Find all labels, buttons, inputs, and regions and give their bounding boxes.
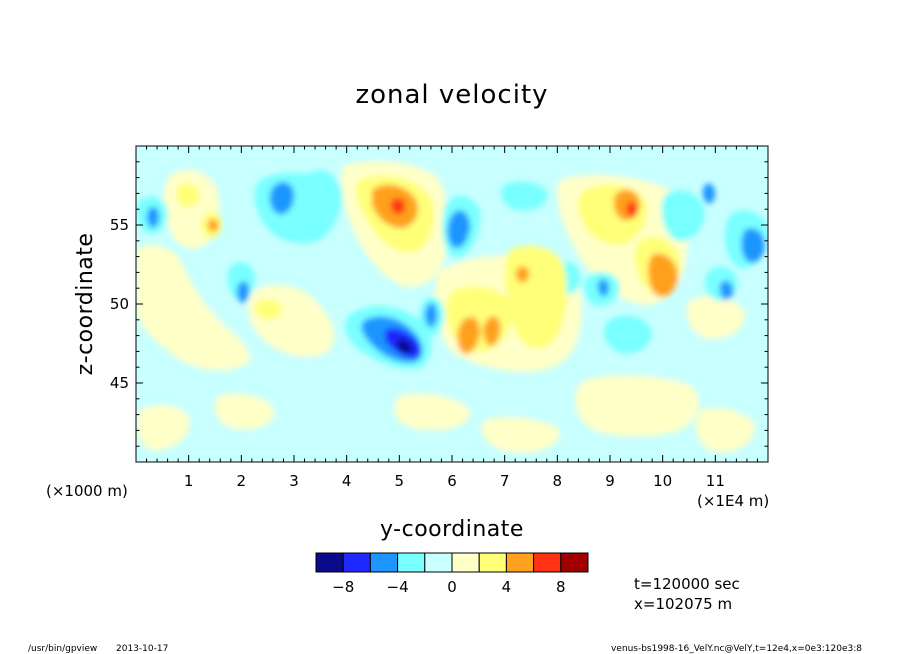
contour-neg-band-5 [661, 190, 705, 241]
colorbar-swatch [533, 552, 562, 573]
contour-neg-mid-8 [702, 183, 716, 204]
y-tick-label: 55 [110, 216, 129, 234]
contour-pos-band-13 [686, 296, 746, 339]
x-ticks: 1 2 3 4 5 6 7 8 9 10 11 [135, 146, 769, 490]
colorbar-swatch [369, 552, 399, 573]
field-shapes [136, 161, 768, 454]
x-tick-label: 1 [184, 472, 194, 490]
contour-neg-mid-10 [146, 206, 160, 228]
colorbar-tick-label: −8 [332, 578, 354, 596]
contour-neg-mid-7 [236, 281, 250, 303]
contour-pos-peak-2 [626, 201, 638, 218]
x-unit-right: (×1E4 m) [697, 492, 769, 510]
x-tick-label: 10 [653, 472, 672, 490]
contour-pos-high-3 [483, 316, 501, 347]
contour-neg-band-14 [306, 170, 336, 193]
contour-neg-mid-1 [269, 182, 295, 215]
footer-source: venus-bs1998-16_VelY.nc@VelY,t=12e4,x=0e… [611, 644, 862, 654]
x-tick-label: 7 [500, 472, 510, 490]
footer-path: /usr/bin/gpview [28, 644, 97, 654]
colorbar-swatch [451, 552, 480, 573]
contour-neg-mid-4 [741, 228, 765, 263]
time-annotation: t=120000 sec [634, 575, 740, 593]
colorbar-labels: −8 −4 0 4 8 [332, 578, 565, 596]
contour-pos-band-11 [214, 393, 275, 430]
contour-neg-mid-5 [719, 280, 734, 300]
x-tick-label: 6 [447, 472, 457, 490]
colorbar-swatch [315, 552, 344, 573]
y-tick-label: 45 [110, 374, 129, 392]
contour-pos-high-7 [515, 266, 530, 283]
colorbar [315, 552, 589, 573]
contour-pos-mid-6 [176, 183, 200, 208]
y-axis-label: z-coordinate [73, 233, 98, 376]
contour-neg-mid-3 [447, 210, 470, 248]
x-tick-label: 5 [395, 472, 405, 490]
y-tick-label: 50 [110, 295, 129, 313]
contour-pos-high-2 [457, 317, 480, 354]
contour-neg-mid-9 [597, 279, 610, 297]
contour-neg-mid-6 [424, 303, 438, 328]
colorbar-swatch [342, 552, 371, 573]
x-tick-label: 2 [237, 472, 247, 490]
x-tick-label: 11 [706, 472, 725, 490]
plot-area [136, 146, 768, 462]
footer-date: 2013-10-17 [116, 644, 168, 654]
colorbar-swatch [424, 552, 453, 573]
contour-pos-band-12 [481, 417, 560, 454]
x-tick-label: 9 [605, 472, 615, 490]
x-tick-label: 3 [289, 472, 299, 490]
contour-pos-band-9 [695, 408, 755, 453]
contour-pos-band-7 [574, 375, 699, 437]
colorbar-tick-label: 4 [502, 578, 512, 596]
colorbar-swatch [505, 552, 535, 573]
contour-neg-band-4 [500, 181, 548, 211]
x-axis-label: y-coordinate [380, 517, 524, 542]
colorbar-tick-label: 8 [556, 578, 566, 596]
colorbar-swatch [478, 552, 507, 573]
x-unit-left: (×1000 m) [46, 482, 128, 500]
colorbar-swatch [397, 552, 426, 573]
contour-pos-high-5 [648, 253, 678, 297]
contour-pos-band-1 [136, 244, 250, 371]
x-annotation: x=102075 m [634, 595, 732, 613]
x-tick-label: 4 [342, 472, 352, 490]
contour-pos-band-10 [137, 404, 190, 451]
contour-pos-high-6 [207, 219, 219, 232]
contour-pos-peak-1 [390, 198, 406, 215]
colorbar-tick-label: 0 [447, 578, 457, 596]
colorbar-swatch [560, 552, 589, 573]
colorbar-tick-label: −4 [387, 578, 409, 596]
contour-pos-band-8 [394, 393, 471, 431]
contour-pos-mid-7 [254, 299, 282, 320]
contour-neg-band-11 [603, 315, 652, 354]
chart-title: zonal velocity [355, 80, 548, 110]
y-ticks: 45 50 55 [110, 145, 768, 463]
x-tick-label: 8 [553, 472, 563, 490]
contour-neg-peak-1 [396, 339, 412, 354]
